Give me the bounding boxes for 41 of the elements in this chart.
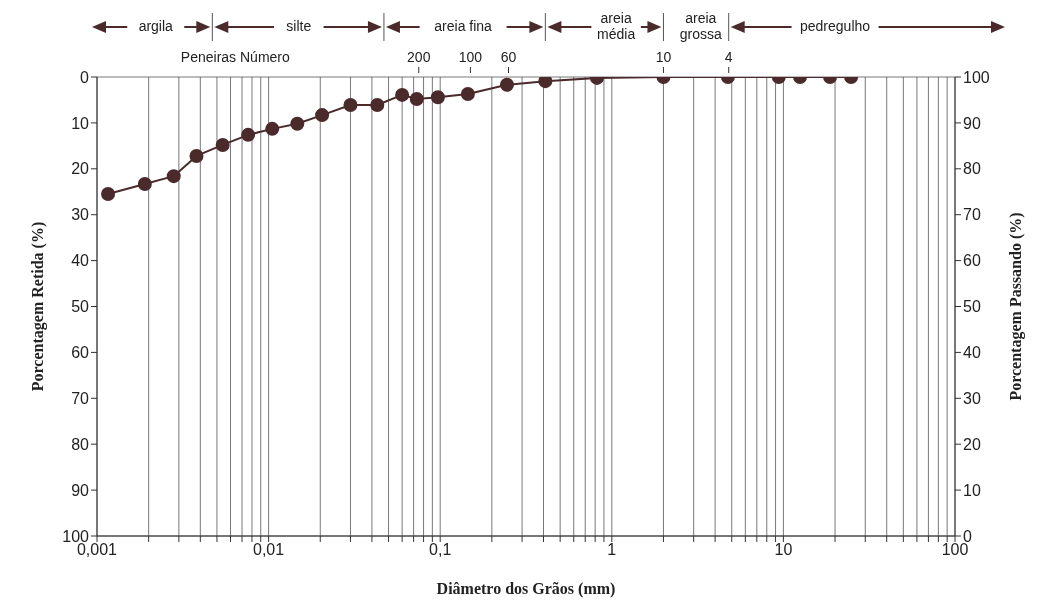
- x-axis-title: Diâmetro dos Grãos (mm): [436, 580, 616, 598]
- text: 200: [407, 48, 431, 65]
- y2-tick-label: 50: [963, 298, 981, 316]
- text: silte: [286, 17, 312, 34]
- text: 100: [458, 48, 483, 65]
- text: 60: [500, 48, 517, 65]
- text: pedregulho: [800, 17, 871, 34]
- y-tick-label: 60: [71, 344, 90, 362]
- text: areia fina: [434, 17, 493, 34]
- y2-tick-label: 90: [963, 114, 981, 132]
- y-tick-label: 20: [71, 160, 90, 178]
- y2-tick-label: 10: [963, 481, 981, 499]
- y-tick-label: 10: [71, 114, 90, 132]
- y-tick-label: 40: [71, 252, 90, 270]
- y2-tick-label: 70: [963, 206, 981, 224]
- text: areia grossa: [679, 9, 722, 42]
- x-tick-label: 0,1: [429, 541, 452, 559]
- text: 4: [724, 48, 733, 65]
- y2-tick-label: 60: [963, 252, 981, 270]
- x-tick-label: 0,01: [253, 541, 285, 559]
- y-tick-label: 90: [71, 481, 90, 499]
- y-tick-label: 0: [80, 68, 90, 86]
- y2-tick-label: 100: [963, 68, 990, 86]
- x-tick-label: 100: [941, 541, 969, 559]
- y-axis-title: Porcentagem Retida (%): [28, 221, 47, 392]
- y-tick-label: 50: [71, 298, 90, 316]
- y2-tick-label: 20: [963, 435, 981, 453]
- text: 10: [655, 48, 672, 65]
- text: argila: [138, 17, 174, 34]
- x-tick-label: 1: [607, 541, 617, 559]
- y-tick-label: 30: [71, 206, 90, 224]
- y2-tick-label: 80: [963, 160, 981, 178]
- x-tick-label: 0,001: [76, 541, 118, 559]
- y-tick-label: 80: [71, 435, 90, 453]
- y2-tick-label: 30: [963, 389, 981, 407]
- text: Peneiras Número: [180, 48, 291, 65]
- y2-axis-title: Porcentagem Passando (%): [1006, 212, 1025, 401]
- y2-tick-label: 40: [963, 344, 981, 362]
- y-tick-label: 70: [71, 389, 90, 407]
- text: areia média: [597, 9, 636, 42]
- x-tick-label: 10: [774, 541, 793, 559]
